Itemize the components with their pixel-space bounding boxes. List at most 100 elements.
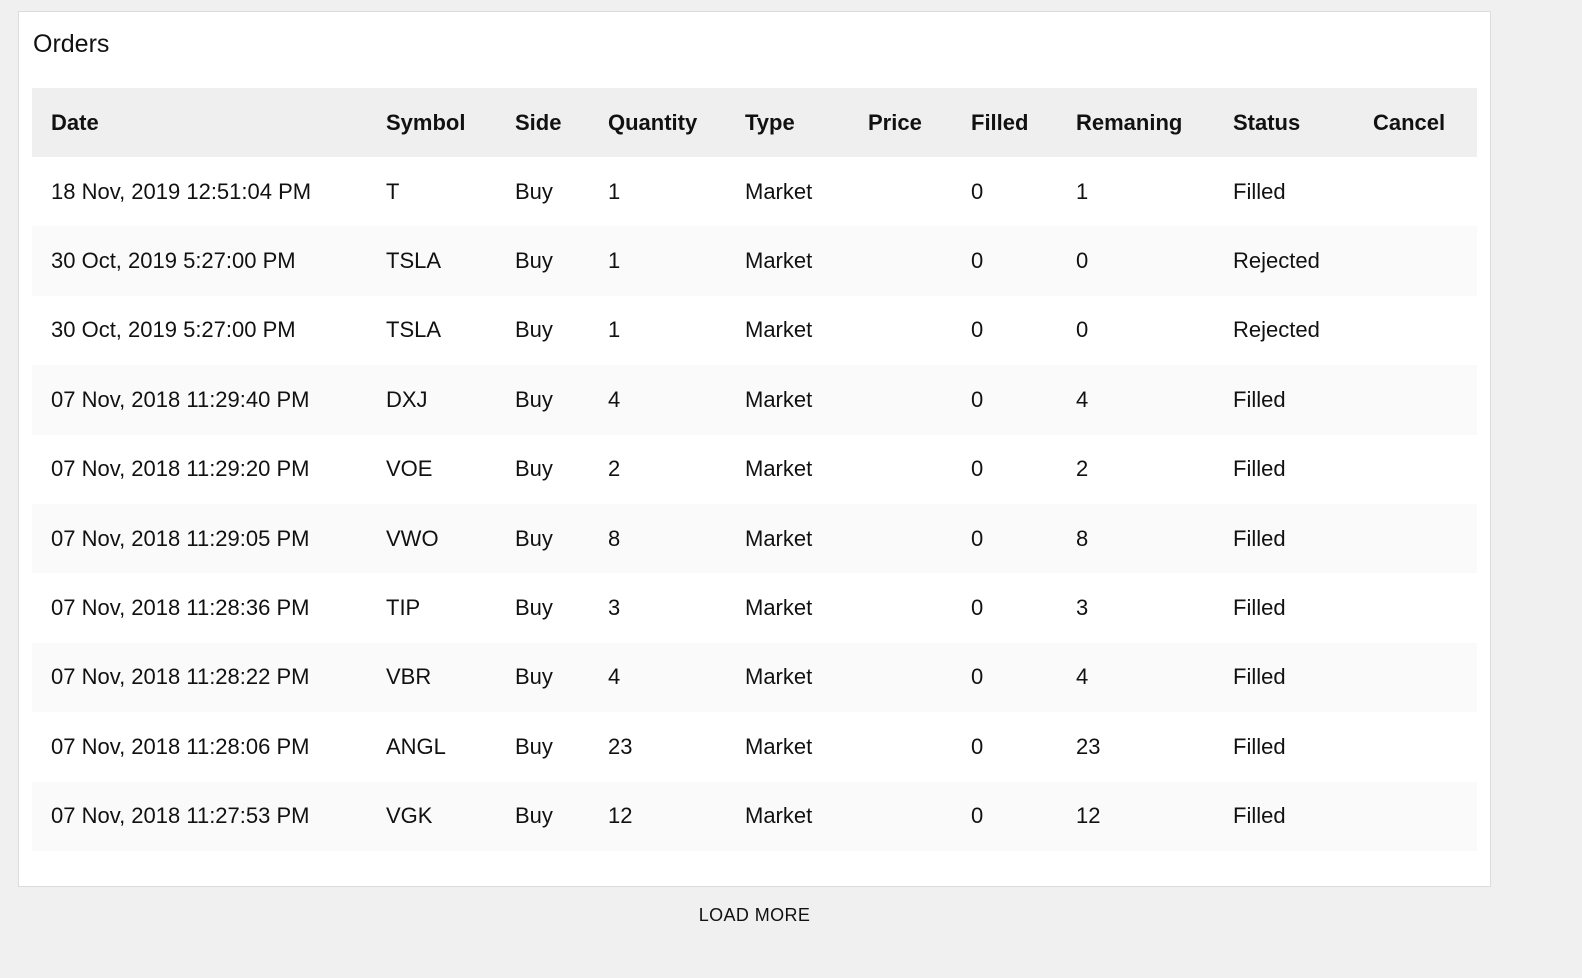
column-header-filled[interactable]: Filled [971,109,1029,135]
cancel-cell[interactable] [1354,435,1477,504]
price-cell [849,157,952,226]
column-header-status[interactable]: Status [1233,109,1301,135]
filled-cell: 0 [971,456,984,482]
status-cell: Filled [1233,178,1286,204]
price-cell [849,573,952,642]
cancel-cell[interactable] [1354,226,1477,295]
type-cell: Market [745,525,813,551]
symbol-cell: TIP [386,595,421,621]
column-header-quantity[interactable]: Quantity [608,109,698,135]
table-row[interactable]: 18 Nov, 2019 12:51:04 PM T Buy 1 Market 0 1 Fil… [32,157,1477,227]
filled-cell: 0 [971,317,984,343]
filled-cell: 0 [971,248,984,274]
symbol-cell: VGK [386,803,433,829]
table-row[interactable]: 30 Oct, 2019 5:27:00 PM TSLA Buy 1 Market 0 0 R… [32,295,1477,366]
cancel-cell[interactable] [1354,712,1477,781]
type-cell: Market [745,664,813,690]
column-header-cancel[interactable]: Cancel [1373,109,1446,135]
table-row[interactable]: 07 Nov, 2018 11:29:20 PM VOE Buy 2 Market 0 2 F… [32,434,1477,504]
price-cell [849,712,952,781]
date-cell: 07 Nov, 2018 11:29:20 PM [51,456,310,482]
cancel-cell[interactable] [1354,157,1477,226]
column-header-remaining[interactable]: Remaning [1076,109,1183,135]
table-row[interactable]: 30 Oct, 2019 5:27:00 PM TSLA Buy 1 Market 0 0 R… [32,226,1477,296]
date-cell: 07 Nov, 2018 11:28:36 PM [51,595,310,621]
filled-cell: 0 [971,803,984,829]
side-cell: Buy [515,525,553,551]
type-cell: Market [745,317,813,343]
table-row[interactable]: 07 Nov, 2018 11:28:36 PM TIP Buy 3 Market 0 3 F… [32,573,1477,643]
symbol-cell: VBR [386,664,432,690]
date-cell: 07 Nov, 2018 11:28:22 PM [51,664,310,690]
date-cell: 30 Oct, 2019 5:27:00 PM [51,317,296,343]
column-header-price[interactable]: Price [868,109,922,135]
date-cell: 07 Nov, 2018 11:28:06 PM [51,733,310,759]
status-cell: Rejected [1233,317,1320,343]
orders-table-body: 18 Nov, 2019 12:51:04 PM T Buy 1 Market 0 1 Fil… [32,157,1477,851]
cancel-cell[interactable] [1354,296,1477,365]
side-cell: Buy [515,664,553,690]
type-cell: Market [745,803,813,829]
price-cell [849,365,952,434]
type-cell: Market [745,456,813,482]
cancel-cell[interactable] [1354,573,1477,642]
orders-table: Date Symbol Side Quantity Type Price Fil… [32,88,1477,851]
column-header-date[interactable]: Date [51,109,99,135]
quantity-cell: 1 [608,178,621,204]
status-cell: Filled [1233,803,1286,829]
table-row[interactable]: 07 Nov, 2018 11:29:40 PM DXJ Buy 4 Market 0 4 F… [32,365,1477,435]
remaining-cell: 3 [1076,595,1089,621]
price-cell [849,782,952,851]
status-cell: Filled [1233,525,1286,551]
side-cell: Buy [515,803,553,829]
table-row[interactable]: 07 Nov, 2018 11:29:05 PM VWO Buy 8 Market 0 8 F… [32,503,1477,574]
type-cell: Market [745,178,813,204]
date-cell: 07 Nov, 2018 11:29:05 PM [51,525,310,551]
status-cell: Filled [1233,595,1286,621]
symbol-cell: DXJ [386,386,428,412]
table-row[interactable]: 07 Nov, 2018 11:28:22 PM VBR Buy 4 Market 0 4 F… [32,642,1477,713]
price-cell [849,226,952,295]
status-cell: Filled [1233,664,1286,690]
side-cell: Buy [515,595,553,621]
remaining-cell: 8 [1076,525,1089,551]
orders-card: Orders Date Symbol Side Quantity Type Pr… [18,11,1491,887]
table-row[interactable]: 07 Nov, 2018 11:27:53 PM VGK Buy 12 Market 0 1… [32,781,1477,851]
remaining-cell: 0 [1076,317,1089,343]
price-cell [849,296,952,365]
type-cell: Market [745,595,813,621]
remaining-cell: 0 [1076,248,1089,274]
filled-cell: 0 [971,525,984,551]
filled-cell: 0 [971,733,984,759]
cancel-cell[interactable] [1354,782,1477,851]
price-cell [849,435,952,504]
load-more-button[interactable]: LOAD MORE [0,903,1509,928]
quantity-cell: 23 [608,733,633,759]
filled-cell: 0 [971,595,984,621]
status-cell: Filled [1233,456,1286,482]
filled-cell: 0 [971,664,984,690]
filled-cell: 0 [971,386,984,412]
symbol-cell: TSLA [386,317,442,343]
symbol-cell: VWO [386,525,439,551]
quantity-cell: 4 [608,386,621,412]
quantity-cell: 1 [608,248,621,274]
price-cell [849,504,952,573]
cancel-cell[interactable] [1354,504,1477,573]
date-cell: 07 Nov, 2018 11:29:40 PM [51,386,310,412]
remaining-cell: 2 [1076,456,1089,482]
cancel-cell[interactable] [1354,365,1477,434]
quantity-cell: 8 [608,525,621,551]
side-cell: Buy [515,317,553,343]
column-header-type[interactable]: Type [745,109,795,135]
remaining-cell: 4 [1076,664,1089,690]
table-row[interactable]: 07 Nov, 2018 11:28:06 PM ANGL Buy 23 Market 0… [32,712,1477,782]
cancel-cell[interactable] [1354,643,1477,712]
price-cell [849,643,952,712]
column-header-symbol[interactable]: Symbol [386,109,466,135]
column-header-side[interactable]: Side [515,109,562,135]
symbol-cell: T [386,178,400,204]
remaining-cell: 12 [1076,803,1101,829]
status-cell: Filled [1233,386,1286,412]
quantity-cell: 4 [608,664,621,690]
